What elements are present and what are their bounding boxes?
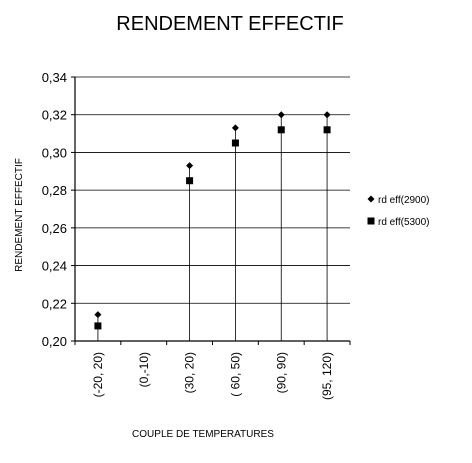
data-point-rd-eff-2900	[231, 124, 239, 132]
x-tick-label: (-20, 20)	[91, 352, 105, 397]
data-point-rd-eff-2900	[277, 111, 285, 119]
data-point-rd-eff-2900	[186, 162, 194, 170]
grid-layer	[75, 76, 350, 342]
data-points	[94, 111, 331, 330]
x-tick-label: ( 60, 50)	[228, 352, 242, 397]
legend-label: rd eff(2900)	[378, 195, 430, 206]
legend-marker	[367, 195, 375, 203]
y-tick-label: 0,26	[42, 221, 67, 236]
x-tick-label: (30, 20)	[183, 352, 197, 393]
data-point-rd-eff-2900	[94, 311, 102, 319]
y-tick-label: 0,20	[42, 334, 67, 349]
x-tick-label: (95, 120)	[320, 352, 334, 400]
data-point-rd-eff-5300	[277, 126, 285, 134]
x-tick-labels: (-20, 20) (0,-10) (30, 20) ( 60, 50) (90, 90…	[91, 352, 334, 400]
legend-label: rd eff(5300)	[378, 217, 430, 228]
data-point-rd-eff-5300	[186, 177, 194, 185]
data-point-rd-eff-5300	[231, 139, 239, 147]
chart-title: RENDEMENT EFFECTIF	[116, 13, 343, 35]
drop-lines	[97, 114, 328, 341]
y-tick-label: 0,34	[42, 70, 67, 85]
y-tick-label: 0,30	[42, 145, 67, 160]
x-tick-label: (90, 90)	[274, 352, 288, 393]
y-axis-label: RENDEMENT EFFECTIF	[14, 158, 25, 272]
data-point-rd-eff-5300	[323, 126, 331, 134]
legend: rd eff(2900) rd eff(5300)	[367, 195, 430, 228]
legend-marker	[367, 217, 375, 225]
axis-layer	[71, 76, 351, 345]
data-point-rd-eff-2900	[323, 111, 331, 119]
y-tick-label: 0,24	[42, 259, 67, 274]
y-tick-label: 0,22	[42, 296, 67, 311]
data-point-rd-eff-5300	[94, 322, 102, 330]
y-tick-label: 0,32	[42, 108, 67, 123]
y-tick-labels: 0,20 0,22 0,24 0,26 0,28 0,30 0,32 0,34	[42, 70, 67, 349]
x-axis-label: COUPLE DE TEMPERATURES	[132, 429, 274, 440]
x-tick-label: (0,-10)	[137, 352, 151, 387]
y-tick-label: 0,28	[42, 183, 67, 198]
